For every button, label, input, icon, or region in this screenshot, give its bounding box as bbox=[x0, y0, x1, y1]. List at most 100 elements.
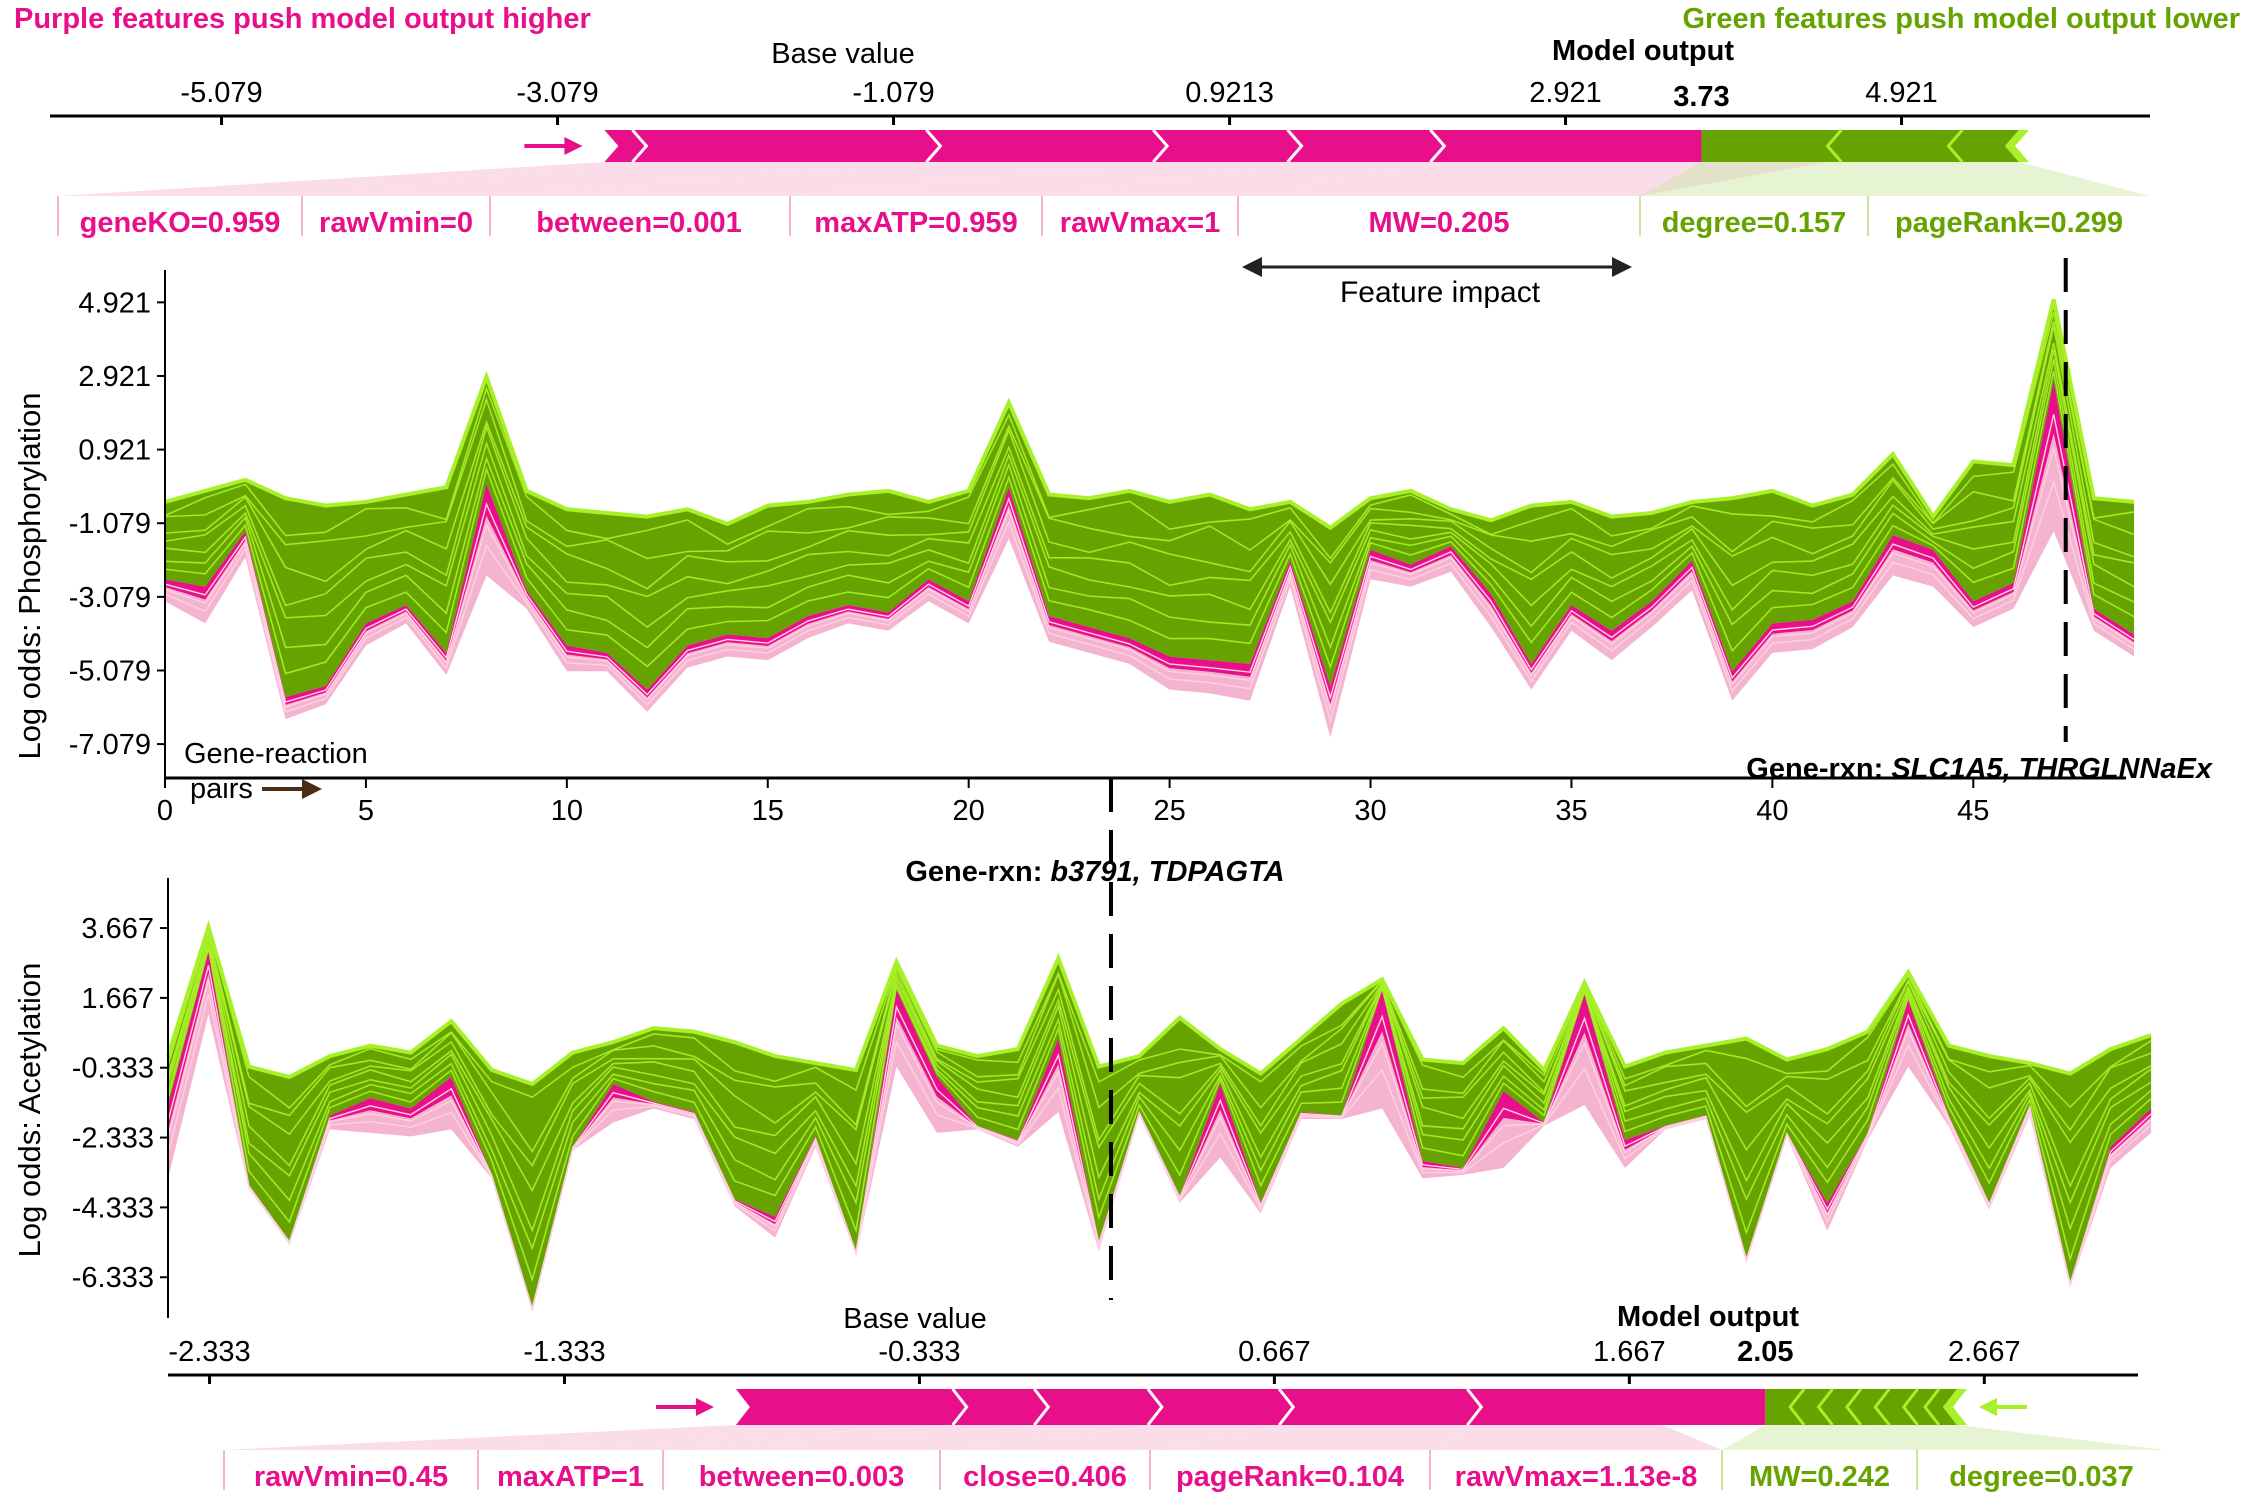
x-tick-label: 5 bbox=[358, 795, 374, 827]
bottom-model-output-value: 2.05 bbox=[1737, 1336, 1793, 1368]
y-tick-label: 3.667 bbox=[81, 913, 154, 945]
feature-contribution-line bbox=[164, 359, 2135, 650]
feature-label: maxATP=1 bbox=[497, 1461, 644, 1493]
force-segment-divider bbox=[1946, 129, 1964, 163]
force-segment-divider bbox=[1845, 1388, 1863, 1426]
feature-label: MW=0.205 bbox=[1368, 207, 1509, 239]
phospho-annotation-name: SLC1A5, THRGLNNaEx bbox=[1891, 753, 2214, 785]
feature-contribution-line bbox=[164, 370, 2135, 675]
force-tick-label: -0.333 bbox=[878, 1336, 960, 1368]
output-upper-edge bbox=[164, 298, 2135, 531]
feature-connector bbox=[1860, 162, 2150, 196]
force-tick-label: 4.921 bbox=[1865, 77, 1938, 109]
force-segment-divider bbox=[1286, 129, 1304, 163]
feature-connector bbox=[1150, 1425, 1482, 1450]
y-tick-label: -1.079 bbox=[69, 508, 151, 540]
feature-impact-arrowhead-right bbox=[1612, 257, 1632, 277]
feature-contribution-line bbox=[167, 933, 2152, 1168]
feature-label: rawVmin=0 bbox=[319, 207, 473, 239]
top-base-value-label: Base value bbox=[771, 38, 915, 70]
negative-force-bar bbox=[1765, 1389, 1957, 1425]
feature-connector bbox=[224, 1425, 967, 1450]
negative-force-bar bbox=[1701, 130, 2019, 162]
feature-contribution-line bbox=[167, 942, 2152, 1233]
feature-contribution-line bbox=[164, 349, 2135, 629]
feature-label: rawVmin=0.45 bbox=[254, 1461, 448, 1493]
feature-label: maxATP=0.959 bbox=[814, 207, 1017, 239]
pairs-label-line1: Gene-reaction bbox=[184, 738, 368, 770]
force-tick-label: -1.333 bbox=[523, 1336, 605, 1368]
force-segment-divider bbox=[1429, 129, 1447, 163]
feature-contribution-line bbox=[164, 321, 2135, 565]
top-force-plot: Base value Model output -5.079 -3.079 -1.0… bbox=[50, 35, 2150, 309]
feature-connector bbox=[302, 162, 941, 196]
pairs-arrowhead bbox=[302, 779, 322, 799]
force-segment-divider bbox=[1033, 1388, 1051, 1426]
acetyl-annotation: Gene-rxn: b3791, TDPAGTA bbox=[905, 856, 1284, 888]
feature-contribution-line bbox=[164, 342, 2135, 615]
pairs-label-line2: pairs bbox=[190, 773, 253, 805]
force-segment-divider bbox=[1923, 1388, 1941, 1426]
feature-contribution-line bbox=[167, 929, 2152, 1154]
top-model-output-value: 3.73 bbox=[1673, 81, 1729, 113]
top-model-output-label: Model output bbox=[1552, 35, 1734, 67]
bottom-base-value-label: Base value bbox=[843, 1303, 987, 1335]
phospho-annotation-prefix: Gene-rxn: bbox=[1746, 753, 1891, 785]
y-tick-label: -4.333 bbox=[72, 1192, 154, 1224]
feature-connector bbox=[1722, 1425, 1917, 1450]
y-tick-label: -6.333 bbox=[72, 1262, 154, 1294]
y-tick-label: 1.667 bbox=[81, 983, 154, 1015]
feature-contribution-line bbox=[164, 448, 2135, 712]
feature-contribution-line bbox=[167, 945, 2152, 1251]
positive-light-area bbox=[165, 380, 2135, 738]
feature-label: rawVmax=1.13e-8 bbox=[1455, 1461, 1698, 1493]
feature-connector bbox=[1861, 1425, 2166, 1450]
acetyl-annotation-prefix: Gene-rxn: bbox=[905, 856, 1050, 888]
acetyl-ylabel: Log odds: Acetylation bbox=[12, 963, 47, 1258]
x-tick-label: 0 bbox=[157, 795, 173, 827]
x-tick-label: 15 bbox=[752, 795, 784, 827]
output-upper-edge bbox=[166, 919, 2152, 1087]
force-tick-label: -2.333 bbox=[168, 1336, 250, 1368]
negative-area bbox=[168, 926, 2152, 1308]
y-tick-label: -5.079 bbox=[69, 655, 151, 687]
force-tick-label: 2.921 bbox=[1529, 77, 1602, 109]
force-segment-divider bbox=[1152, 129, 1170, 163]
y-tick-label: -2.333 bbox=[72, 1123, 154, 1155]
feature-label: close=0.406 bbox=[963, 1461, 1127, 1493]
left-caption: Purple features push model output higher bbox=[14, 3, 591, 35]
feature-label: degree=0.037 bbox=[1949, 1461, 2134, 1493]
y-tick-label: 2.921 bbox=[78, 361, 151, 393]
x-tick-label: 30 bbox=[1354, 795, 1386, 827]
force-segment-divider bbox=[951, 1388, 969, 1426]
feature-contribution-line bbox=[164, 479, 2135, 724]
feature-contribution-line bbox=[164, 312, 2135, 560]
force-tick-label: -5.079 bbox=[180, 77, 262, 109]
bottom-force-plot: Base value Model output -2.333 -1.333 -0.3… bbox=[168, 1301, 2166, 1493]
feature-connector bbox=[58, 162, 647, 196]
feature-contribution-line bbox=[164, 414, 2135, 703]
negative-force-edge bbox=[2004, 130, 2029, 162]
feature-connector bbox=[1640, 162, 1868, 196]
feature-connector bbox=[478, 1425, 1049, 1450]
x-tick-label: 40 bbox=[1756, 795, 1788, 827]
push-higher-arrowhead bbox=[695, 1398, 714, 1416]
feature-connector bbox=[1042, 162, 1445, 196]
feature-contribution-line bbox=[167, 947, 2152, 1283]
feature-connector bbox=[1430, 1425, 1722, 1450]
force-segment-divider bbox=[1873, 1388, 1891, 1426]
force-segment-divider bbox=[1278, 1388, 1296, 1426]
force-segment-divider bbox=[1146, 1388, 1164, 1426]
negative-force-edge bbox=[1942, 1389, 1967, 1425]
force-tick-label: 0.667 bbox=[1238, 1336, 1311, 1368]
feature-label: rawVmax=1 bbox=[1060, 207, 1220, 239]
force-tick-label: 0.9213 bbox=[1185, 77, 1274, 109]
bottom-model-output-label: Model output bbox=[1617, 1301, 1799, 1333]
x-tick-label: 10 bbox=[551, 795, 583, 827]
y-tick-label: 4.921 bbox=[78, 287, 151, 319]
feature-label: geneKO=0.959 bbox=[80, 207, 281, 239]
feature-label: pageRank=0.104 bbox=[1176, 1461, 1404, 1493]
feature-label: degree=0.157 bbox=[1662, 207, 1847, 239]
force-segment-divider bbox=[1816, 1388, 1834, 1426]
